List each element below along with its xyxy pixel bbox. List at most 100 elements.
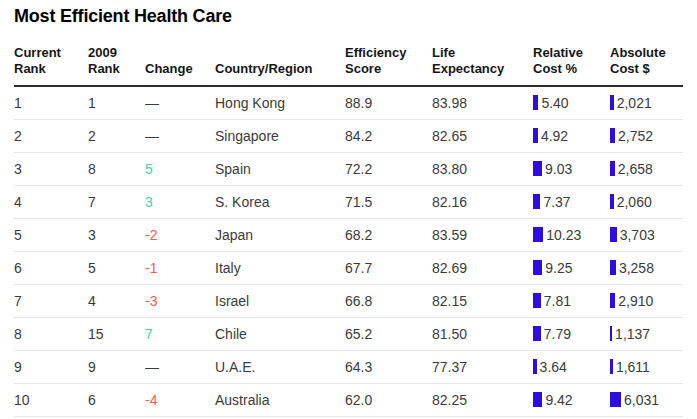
rank-2009-cell: 7 [88, 185, 145, 218]
table-body: 1 1 — Hong Kong 88.9 83.98 5.40 2,021 2 … [14, 86, 683, 416]
country-cell: S. Korea [215, 185, 345, 218]
rank-2009-cell: 6 [88, 383, 145, 416]
absolute-cost-cell: 2,658 [610, 152, 683, 185]
absolute-cost-cell: 2,060 [610, 185, 683, 218]
life-expectancy-cell: 83.59 [432, 218, 533, 251]
rank-2009-cell: 1 [88, 86, 145, 119]
relative-cost-value: 9.25 [545, 260, 572, 276]
relative-cost-bar [533, 326, 541, 341]
relative-cost-bar [533, 227, 543, 242]
change-cell: -4 [145, 383, 215, 416]
life-expectancy-cell: 82.65 [432, 119, 533, 152]
relative-cost-bar [533, 128, 538, 143]
country-cell: Australia [215, 383, 345, 416]
change-cell: -2 [145, 218, 215, 251]
absolute-cost-value: 2,060 [617, 194, 652, 210]
efficiency-table: CurrentRank 2009Rank Change Country/Regi… [14, 27, 683, 417]
efficiency-score-cell: 71.5 [345, 185, 432, 218]
relative-cost-value: 7.81 [544, 293, 571, 309]
col-header-relative-cost: RelativeCost % [533, 27, 610, 86]
absolute-cost-bar [610, 128, 615, 143]
current-rank-cell: 8 [14, 317, 88, 350]
relative-cost-cell: 10.23 [533, 218, 610, 251]
change-cell: 5 [145, 152, 215, 185]
relative-cost-bar [533, 359, 537, 374]
country-cell: Singapore [215, 119, 345, 152]
current-rank-cell: 4 [14, 185, 88, 218]
absolute-cost-cell: 1,611 [610, 350, 683, 383]
current-rank-cell: 2 [14, 119, 88, 152]
change-cell: 7 [145, 317, 215, 350]
life-expectancy-cell: 83.80 [432, 152, 533, 185]
absolute-cost-bar [610, 194, 614, 209]
life-expectancy-cell: 82.15 [432, 284, 533, 317]
rank-2009-cell: 9 [88, 350, 145, 383]
life-expectancy-cell: 77.37 [432, 350, 533, 383]
relative-cost-cell: 9.25 [533, 251, 610, 284]
absolute-cost-value: 2,910 [618, 293, 653, 309]
rank-2009-cell: 2 [88, 119, 145, 152]
absolute-cost-bar [610, 95, 614, 110]
country-cell: Hong Kong [215, 86, 345, 119]
absolute-cost-value: 3,258 [619, 260, 654, 276]
absolute-cost-cell: 3,703 [610, 218, 683, 251]
table-row: 3 8 5 Spain 72.2 83.80 9.03 2,658 [14, 152, 683, 185]
current-rank-cell: 1 [14, 86, 88, 119]
relative-cost-value: 10.23 [546, 227, 581, 243]
col-header-change: Change [145, 27, 215, 86]
relative-cost-cell: 7.79 [533, 317, 610, 350]
life-expectancy-cell: 82.25 [432, 383, 533, 416]
efficiency-score-cell: 84.2 [345, 119, 432, 152]
efficiency-score-cell: 62.0 [345, 383, 432, 416]
relative-cost-bar [533, 392, 542, 407]
header-row: CurrentRank 2009Rank Change Country/Regi… [14, 27, 683, 86]
absolute-cost-cell: 2,021 [610, 86, 683, 119]
relative-cost-cell: 5.40 [533, 86, 610, 119]
table-row: 10 6 -4 Australia 62.0 82.25 9.42 6,031 [14, 383, 683, 416]
absolute-cost-cell: 6,031 [610, 383, 683, 416]
table-header: CurrentRank 2009Rank Change Country/Regi… [14, 27, 683, 86]
absolute-cost-bar [610, 227, 617, 242]
relative-cost-bar [533, 95, 538, 110]
table-row: 5 3 -2 Japan 68.2 83.59 10.23 3,703 [14, 218, 683, 251]
col-header-efficiency-score: EfficiencyScore [345, 27, 432, 86]
col-header-absolute-cost: AbsoluteCost $ [610, 27, 683, 86]
relative-cost-cell: 7.37 [533, 185, 610, 218]
change-cell: 3 [145, 185, 215, 218]
country-cell: Israel [215, 284, 345, 317]
absolute-cost-value: 1,137 [615, 326, 650, 342]
relative-cost-bar [533, 293, 541, 308]
absolute-cost-cell: 2,752 [610, 119, 683, 152]
table-row: 6 5 -1 Italy 67.7 82.69 9.25 3,258 [14, 251, 683, 284]
country-cell: Chile [215, 317, 345, 350]
efficiency-score-cell: 65.2 [345, 317, 432, 350]
col-header-current-rank: CurrentRank [14, 27, 88, 86]
table-row: 9 9 — U.A.E. 64.3 77.37 3.64 1,611 [14, 350, 683, 383]
absolute-cost-value: 2,658 [618, 161, 653, 177]
rank-2009-cell: 5 [88, 251, 145, 284]
current-rank-cell: 7 [14, 284, 88, 317]
current-rank-cell: 3 [14, 152, 88, 185]
efficiency-score-cell: 68.2 [345, 218, 432, 251]
absolute-cost-value: 1,611 [616, 359, 650, 375]
life-expectancy-cell: 81.50 [432, 317, 533, 350]
life-expectancy-cell: 82.69 [432, 251, 533, 284]
absolute-cost-cell: 3,258 [610, 251, 683, 284]
absolute-cost-value: 6,031 [624, 392, 659, 408]
efficiency-score-cell: 88.9 [345, 86, 432, 119]
current-rank-cell: 5 [14, 218, 88, 251]
current-rank-cell: 9 [14, 350, 88, 383]
absolute-cost-bar [610, 392, 621, 407]
change-cell: — [145, 350, 215, 383]
health-care-ranking-page: Most Efficient Health Care CurrentRank 2… [0, 0, 697, 417]
page-title: Most Efficient Health Care [14, 5, 683, 27]
absolute-cost-bar [610, 260, 616, 275]
efficiency-score-cell: 67.7 [345, 251, 432, 284]
change-cell: — [145, 86, 215, 119]
rank-2009-cell: 3 [88, 218, 145, 251]
country-cell: Japan [215, 218, 345, 251]
relative-cost-cell: 4.92 [533, 119, 610, 152]
change-cell: -1 [145, 251, 215, 284]
absolute-cost-cell: 2,910 [610, 284, 683, 317]
efficiency-score-cell: 66.8 [345, 284, 432, 317]
